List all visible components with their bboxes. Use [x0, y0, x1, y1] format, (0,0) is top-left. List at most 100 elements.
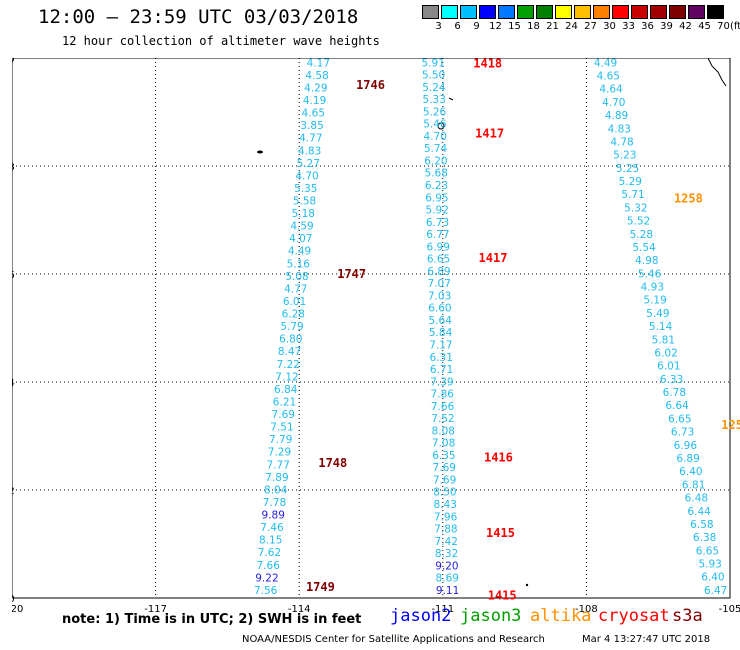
wave-height-value: 7.69 — [272, 409, 295, 421]
color-swatch — [498, 5, 515, 19]
color-scale-label: 15 — [508, 21, 521, 32]
coastline-fragment — [707, 58, 727, 87]
wave-height-value: 4.59 — [290, 221, 313, 233]
longitude-tick-label: -108 — [575, 604, 598, 615]
wave-height-value: 6.95 — [425, 192, 448, 204]
wave-height-value: 8.50 — [433, 487, 456, 499]
map-title: 12:00 – 23:59 UTC 03/03/2018 — [38, 6, 359, 28]
color-swatch — [593, 5, 610, 19]
color-scale-label: 21 — [546, 21, 559, 32]
wave-height-value: 8.43 — [434, 499, 457, 511]
wave-height-value: 4.07 — [289, 233, 312, 245]
wave-height-value: 7.89 — [265, 472, 288, 484]
wave-height-value: 6.01 — [283, 296, 306, 308]
wave-height-value: 5.49 — [646, 308, 669, 320]
wave-height-value: 5.79 — [280, 321, 303, 333]
wave-height-value: 5.28 — [630, 229, 653, 241]
wave-height-value: 5.18 — [292, 208, 315, 220]
latitude-tick-label: 14 — [12, 378, 15, 389]
wave-height-value: 9.11 — [436, 585, 459, 597]
wave-height-value: 7.03 — [428, 290, 451, 302]
wave-height-value: 7.46 — [260, 522, 284, 534]
wave-height-value: 4.58 — [305, 70, 328, 82]
color-swatch — [631, 5, 648, 19]
color-scale-label: 30 — [603, 21, 616, 32]
wave-height-value: 4.70 — [295, 170, 318, 182]
wave-height-value: 4.64 — [599, 84, 623, 96]
wave-height-value: 7.69 — [433, 462, 456, 474]
color-swatch — [517, 5, 534, 19]
wave-height-value: 6.77 — [426, 229, 449, 241]
wave-height-value: 4.77 — [284, 283, 307, 295]
wave-height-value: 7.56 — [254, 585, 278, 597]
color-swatch — [669, 5, 686, 19]
wave-height-value: 5.58 — [293, 195, 316, 207]
wave-height-value: 6.02 — [654, 347, 677, 359]
wave-height-value: 4.78 — [610, 136, 633, 148]
color-scale-label: 42 — [679, 21, 692, 32]
wave-height-value: 6.73 — [426, 217, 449, 229]
wave-height-value: 5.35 — [294, 183, 317, 195]
color-scale-label: 36 — [641, 21, 654, 32]
color-scale-label: 45 — [698, 21, 711, 32]
wave-height-value: 6.33 — [660, 374, 683, 386]
map-frame — [12, 58, 731, 599]
wave-height-value: 7.62 — [258, 547, 281, 559]
wave-height-value: 5.08 — [285, 271, 308, 283]
wave-height-value: 7.66 — [257, 560, 281, 572]
wave-height-value: 6.35 — [432, 450, 455, 462]
wave-height-value: 4.83 — [608, 123, 631, 135]
wave-height-value: 6.58 — [690, 519, 713, 531]
wave-height-value: 4.77 — [299, 133, 322, 145]
wave-height-value: 6.47 — [704, 585, 727, 597]
pass-time-label: 1746 — [356, 78, 385, 92]
color-swatch — [479, 5, 496, 19]
latitude-tick-label: 20 — [12, 58, 15, 65]
wave-height-value: 4.70 — [424, 131, 447, 143]
color-swatch — [574, 5, 591, 19]
color-scale-label: 6 — [454, 21, 461, 32]
wave-height-value: 5.71 — [621, 189, 644, 201]
wave-height-value: 6.96 — [674, 440, 698, 452]
satellite-legend-s3a: s3a — [672, 606, 703, 626]
wave-height-value: 7.42 — [435, 536, 458, 548]
wave-height-value: 4.49 — [288, 246, 311, 258]
pass-time-label: 1418 — [473, 58, 502, 70]
wave-height-value: 5.27 — [297, 158, 320, 170]
pass-time-label: 1417 — [475, 127, 504, 141]
wave-height-value: 6.64 — [665, 400, 689, 412]
color-swatch — [688, 5, 705, 19]
wave-height-value: 4.65 — [597, 71, 620, 83]
wave-height-value: 4.98 — [635, 255, 658, 267]
longitude-tick-label: -111 — [431, 604, 454, 615]
wave-height-value: 7.39 — [430, 376, 453, 388]
longitude-tick-label: -105 — [719, 604, 740, 615]
wave-height-value: 5.81 — [652, 334, 675, 346]
units-note: note: 1) Time is in UTC; 2) SWH is in fe… — [62, 612, 362, 627]
wave-height-map: -120-117-114-111-108-1051012141618204.17… — [12, 58, 740, 615]
wave-height-value: 5.19 — [643, 295, 666, 307]
wave-height-value: 5.92 — [426, 205, 449, 217]
wave-height-value: 6.01 — [657, 361, 680, 373]
wave-height-value: 6.89 — [676, 453, 699, 465]
color-scale-label: 27 — [584, 21, 597, 32]
wave-height-value: 7.66 — [431, 401, 455, 413]
color-swatch — [441, 5, 458, 19]
pass-time-label: 1415 — [486, 526, 515, 540]
wave-height-value: 5.68 — [425, 168, 448, 180]
pass-time-label: 1417 — [479, 251, 508, 265]
wave-height-value: 9.22 — [255, 572, 278, 584]
satellite-legend-altika: altika — [530, 606, 592, 626]
wave-height-value: 5.29 — [619, 176, 642, 188]
wave-height-value: 4.29 — [304, 82, 327, 94]
wave-height-value: 5.14 — [649, 321, 673, 333]
pass-time-label: 1749 — [306, 580, 335, 594]
latitude-tick-label: 18 — [12, 162, 15, 173]
wave-height-value: 6.60 — [428, 303, 451, 315]
wave-height-value: 4.83 — [298, 145, 321, 157]
wave-height-value: 4.89 — [605, 110, 628, 122]
color-swatch — [422, 5, 439, 19]
wave-height-value: 6.40 — [701, 572, 724, 584]
wave-height-value: 3.85 — [300, 120, 323, 132]
island-marker — [257, 150, 263, 154]
